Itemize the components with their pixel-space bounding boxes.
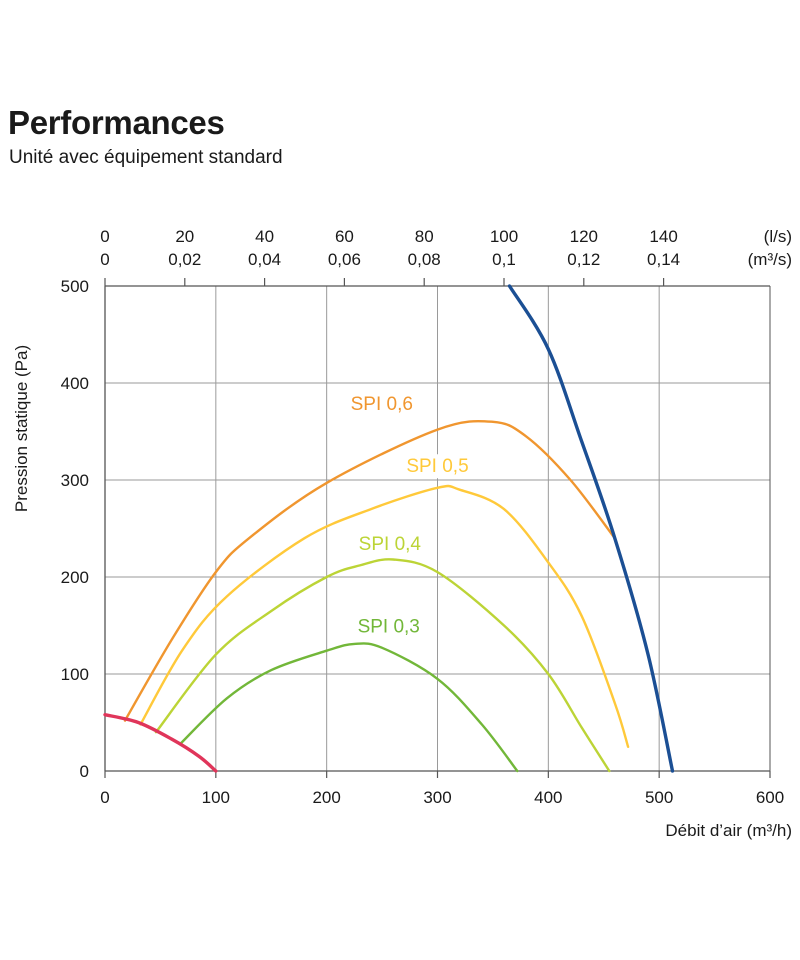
top-unit-ls: (l/s) — [764, 227, 792, 246]
top-tick-label-ls: 120 — [570, 227, 598, 246]
curve-label-2: SPI 0,5 — [406, 456, 468, 477]
curve-spi-0-3 — [179, 642, 519, 773]
top-tick-label-ls: 40 — [255, 227, 274, 246]
y-axis-title: Pression statique (Pa) — [12, 345, 31, 512]
y-tick-label: 300 — [61, 471, 89, 490]
top-unit-m3s: (m³/s) — [748, 250, 792, 269]
top-tick-label-ls: 100 — [490, 227, 518, 246]
y-tick-label: 0 — [80, 762, 89, 781]
x-tick-label: 500 — [645, 788, 673, 807]
top-tick-label-m3s: 0,08 — [408, 250, 441, 269]
curve-labels: SPI 0,6 SPI 0,5 SPI 0,4 SPI 0,3 — [351, 394, 478, 637]
curves — [103, 284, 675, 773]
y-tick-label: 500 — [61, 277, 89, 296]
curve-label-4: SPI 0,3 — [358, 616, 420, 637]
top-tick-label-m3s: 0,06 — [328, 250, 361, 269]
top-tick-label-m3s: 0,02 — [168, 250, 201, 269]
top-tick-label-ls: 80 — [415, 227, 434, 246]
x-tick-label: 200 — [312, 788, 340, 807]
top-tick-label-m3s: 0,04 — [248, 250, 281, 269]
chart-subtitle: Unité avec équipement standard — [9, 147, 283, 168]
top-tick-label-ls: 20 — [175, 227, 194, 246]
curve-spi-0-4 — [154, 558, 611, 773]
axis-ticks: 0 100 200 300 400 500 600010020030040050000200… — [12, 227, 792, 840]
curve-label-3: SPI 0,4 — [359, 534, 422, 555]
y-tick-label: 100 — [61, 665, 89, 684]
top-tick-label-m3s: 0,12 — [567, 250, 600, 269]
top-tick-label-m3s: 0 — [100, 250, 109, 269]
x-tick-label: 600 — [756, 788, 784, 807]
curve-system-limit-blue — [507, 284, 675, 773]
y-tick-label: 400 — [61, 374, 89, 393]
curve-label-1: SPI 0,6 — [351, 394, 413, 415]
grid — [104, 278, 771, 778]
chart-title: Performances — [8, 104, 225, 141]
x-tick-label: 0 — [100, 788, 109, 807]
label-background — [397, 454, 478, 479]
top-tick-label-m3s: 0,1 — [492, 250, 516, 269]
x-tick-label: 300 — [423, 788, 451, 807]
curve-spi-0-5 — [139, 484, 630, 748]
curve-system-limit-red — [103, 713, 218, 773]
curve-spi-0-6 — [123, 419, 616, 722]
x-tick-label: 400 — [534, 788, 562, 807]
top-tick-label-ls: 0 — [100, 227, 109, 246]
x-tick-label: 100 — [202, 788, 230, 807]
x-axis-title: Débit d’air (m³/h) — [665, 821, 792, 840]
top-tick-label-m3s: 0,14 — [647, 250, 680, 269]
y-tick-label: 200 — [61, 568, 89, 587]
top-tick-label-ls: 60 — [335, 227, 354, 246]
top-tick-label-ls: 140 — [649, 227, 677, 246]
